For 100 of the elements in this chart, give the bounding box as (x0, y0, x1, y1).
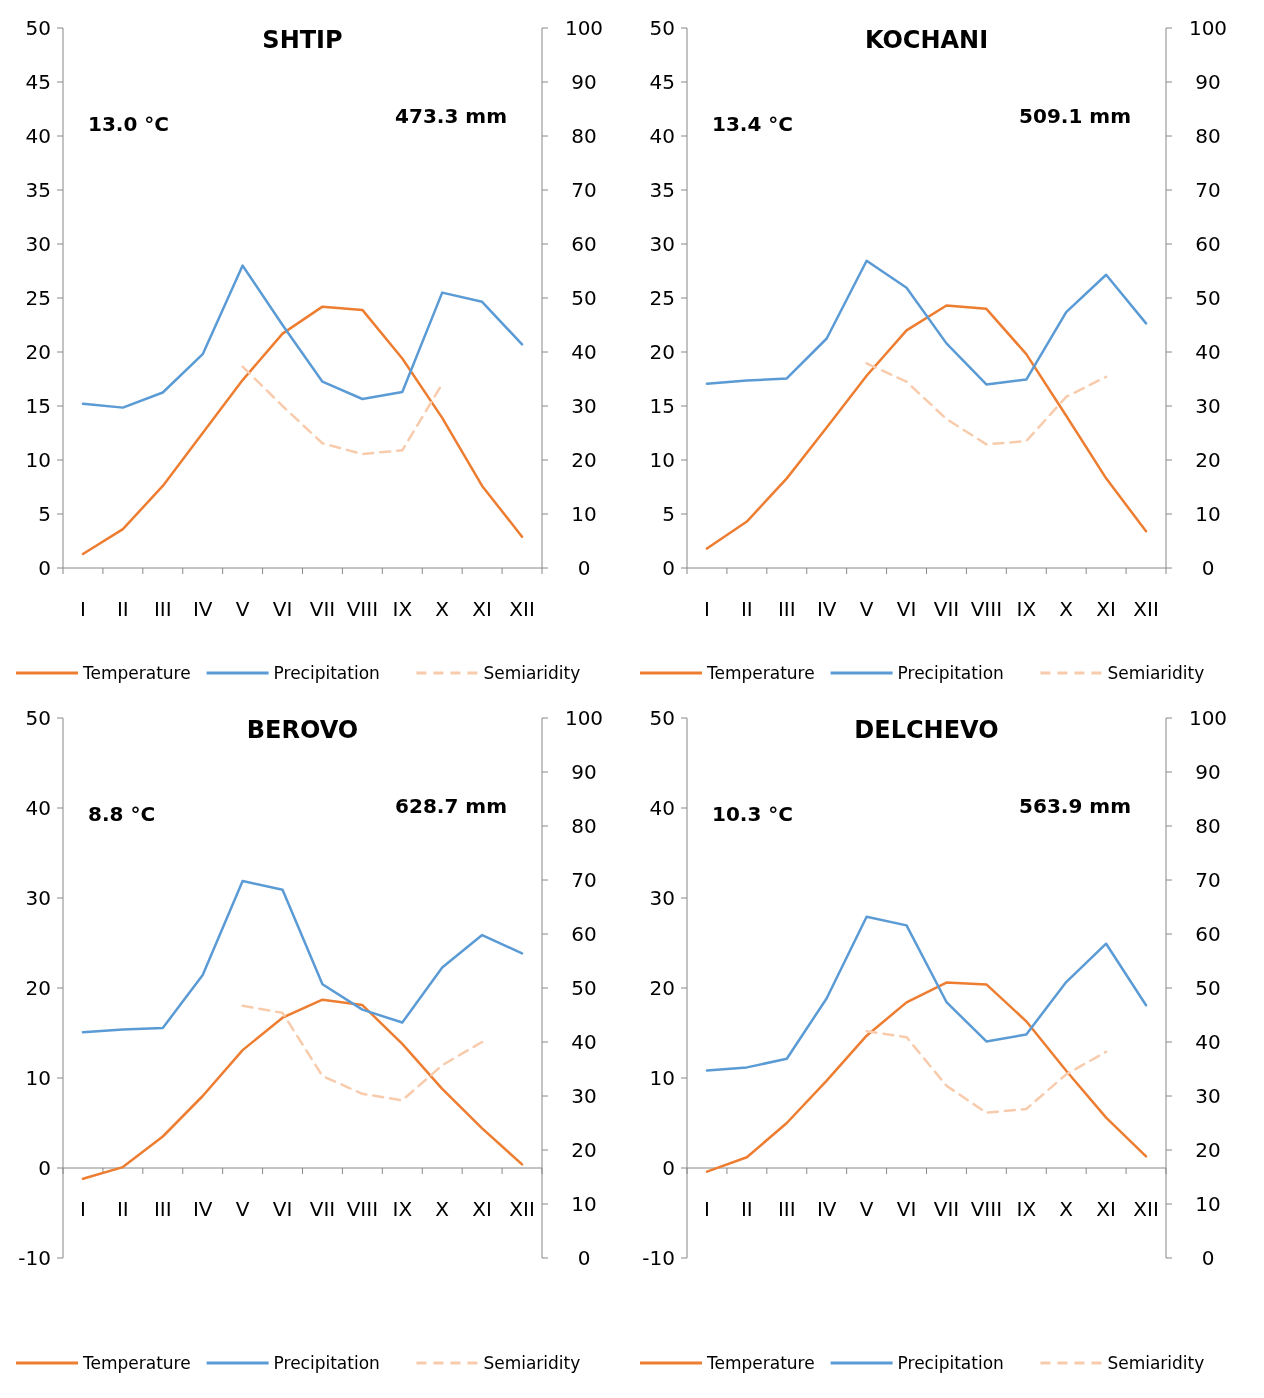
x-tick-label: X (1059, 597, 1074, 621)
y-tick-label: 40 (649, 124, 675, 148)
x-tick-label: II (116, 1197, 129, 1221)
y2-tick-label: 70 (571, 868, 597, 892)
annotation: 473.3 mm (395, 104, 507, 128)
x-tick-label: VIII (970, 1197, 1003, 1221)
x-tick-label: III (153, 1197, 172, 1221)
legend-label: Semiaridity (1107, 662, 1205, 683)
y2-tick-label: 60 (571, 232, 597, 256)
x-tick-label: IV (192, 1197, 213, 1221)
y-tick-label: 50 (649, 706, 675, 730)
y2-tick-label: 60 (571, 922, 597, 946)
y2-tick-label: 30 (1195, 394, 1221, 418)
annotation: 13.4 °C (712, 112, 793, 136)
y2-tick-label: 50 (571, 976, 597, 1000)
x-tick-label: IV (816, 1197, 837, 1221)
legend-label: Semiaridity (483, 1352, 581, 1373)
x-tick-label: X (435, 1197, 450, 1221)
y2-tick-label: 60 (1195, 922, 1221, 946)
y2-tick-label: 90 (1195, 760, 1221, 784)
y-tick-label: 30 (649, 232, 675, 256)
y2-tick-label: 10 (571, 502, 597, 526)
x-tick-label: V (235, 597, 250, 621)
line-series (865, 1029, 1108, 1114)
y-tick-label: 35 (25, 178, 51, 202)
y2-tick-label: 20 (1195, 1138, 1221, 1162)
legend-label: Temperature (82, 1352, 191, 1373)
legend-label: Temperature (706, 1352, 815, 1373)
x-tick-label: I (704, 1197, 710, 1221)
legend-label: Semiaridity (483, 662, 581, 683)
legend-label: Precipitation (273, 662, 380, 683)
x-tick-label: VI (896, 1197, 917, 1221)
y-tick-label: 5 (662, 502, 675, 526)
x-tick-label: II (740, 597, 753, 621)
x-tick-label: I (80, 597, 86, 621)
line-series (705, 304, 1148, 550)
line-series (705, 981, 1148, 1173)
x-tick-label: IV (816, 597, 837, 621)
y2-tick-label: 10 (1195, 1192, 1221, 1216)
line-series (81, 305, 524, 556)
y-tick-label: 30 (25, 232, 51, 256)
y2-tick-label: 20 (571, 448, 597, 472)
y2-tick-label: 90 (571, 760, 597, 784)
legend-label: Temperature (82, 662, 191, 683)
y2-tick-label: 70 (571, 178, 597, 202)
chart-title: KOCHANI (864, 26, 989, 54)
y-tick-label: 5 (38, 502, 51, 526)
legend-label: Precipitation (897, 1352, 1004, 1373)
y2-tick-label: 40 (571, 340, 597, 364)
x-tick-label: VII (933, 597, 960, 621)
y-tick-label: 20 (649, 976, 675, 1000)
legend-label: Precipitation (273, 1352, 380, 1373)
x-tick-label: XII (509, 597, 535, 621)
x-tick-label: V (859, 597, 874, 621)
y-tick-label: -10 (18, 1246, 51, 1270)
y2-tick-label: 70 (1195, 868, 1221, 892)
x-tick-label: III (153, 597, 172, 621)
y2-tick-label: 30 (571, 1084, 597, 1108)
x-tick-label: I (80, 1197, 86, 1221)
y-tick-label: 45 (25, 70, 51, 94)
y2-tick-label: 80 (571, 814, 597, 838)
y2-tick-label: 0 (1201, 1246, 1215, 1270)
chart-title: BEROVO (246, 716, 359, 744)
x-tick-label: IX (1016, 1197, 1037, 1221)
y2-tick-label: 10 (1195, 502, 1221, 526)
y-tick-label: 0 (662, 556, 675, 580)
x-tick-label: I (704, 597, 710, 621)
annotation: 13.0 °C (88, 112, 169, 136)
y-tick-label: 50 (649, 16, 675, 40)
y-tick-label: 40 (25, 124, 51, 148)
y-tick-label: 0 (38, 1156, 51, 1180)
y-tick-label: 40 (25, 796, 51, 820)
x-tick-label: X (435, 597, 450, 621)
chart-title: SHTIP (262, 26, 343, 54)
y2-tick-label: 30 (571, 394, 597, 418)
line-series (705, 915, 1148, 1072)
y-tick-label: 35 (649, 178, 675, 202)
y-tick-label: 20 (649, 340, 675, 364)
x-tick-label: XII (1133, 597, 1159, 621)
y2-tick-label: 100 (564, 16, 604, 40)
x-tick-label: IV (192, 597, 213, 621)
x-tick-label: XII (1133, 1197, 1159, 1221)
y-tick-label: 50 (25, 706, 51, 730)
y-tick-label: -10 (642, 1246, 675, 1270)
x-tick-label: V (859, 1197, 874, 1221)
x-tick-label: VI (272, 1197, 293, 1221)
y-tick-label: 10 (25, 448, 51, 472)
line-series (81, 264, 524, 409)
y-tick-label: 25 (649, 286, 675, 310)
y2-tick-label: 40 (1195, 1030, 1221, 1054)
y-tick-label: 25 (25, 286, 51, 310)
y2-tick-label: 0 (577, 556, 591, 580)
x-tick-label: XI (1096, 597, 1116, 621)
x-tick-label: XI (472, 1197, 492, 1221)
y2-tick-label: 90 (1195, 70, 1221, 94)
x-tick-label: III (777, 597, 796, 621)
y-tick-label: 10 (649, 1066, 675, 1090)
y2-tick-label: 0 (577, 1246, 591, 1270)
x-tick-label: VIII (346, 597, 379, 621)
y-tick-label: 45 (649, 70, 675, 94)
